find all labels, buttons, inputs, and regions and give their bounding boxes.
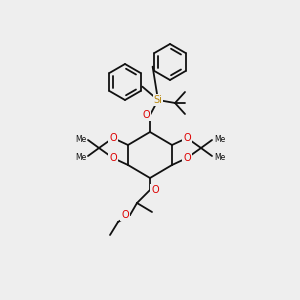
Text: O: O <box>109 133 117 143</box>
Text: Me: Me <box>75 152 86 161</box>
Text: O: O <box>183 133 191 143</box>
Text: O: O <box>142 110 150 120</box>
Text: O: O <box>151 185 159 195</box>
Text: Me: Me <box>214 134 225 143</box>
Text: O: O <box>183 153 191 163</box>
Text: Si: Si <box>154 95 162 105</box>
Text: Me: Me <box>214 152 225 161</box>
Text: O: O <box>109 153 117 163</box>
Text: Me: Me <box>75 134 86 143</box>
Text: O: O <box>121 210 129 220</box>
